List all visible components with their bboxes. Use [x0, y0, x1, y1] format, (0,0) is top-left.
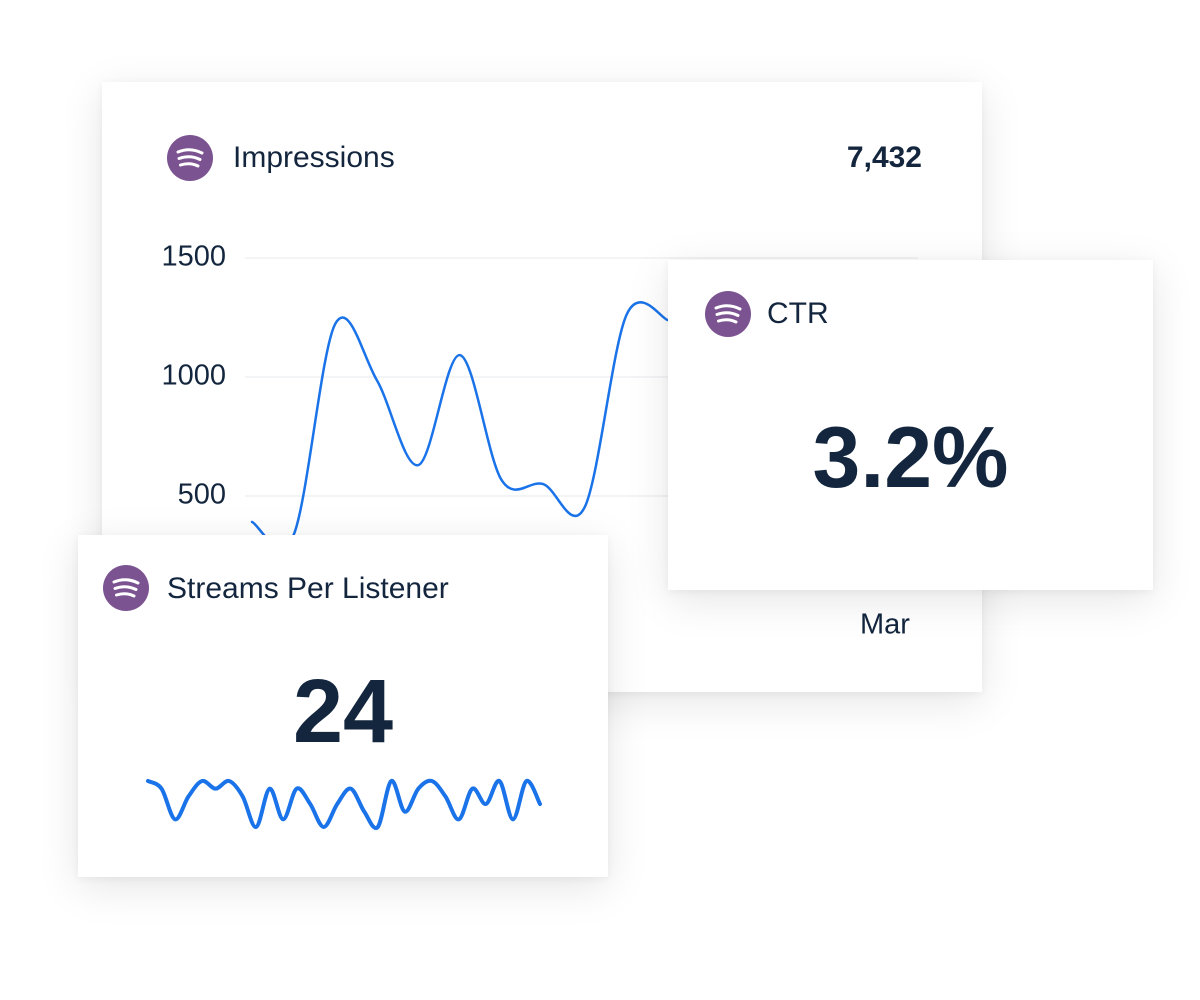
spotify-icon [705, 291, 751, 337]
data-line [146, 778, 542, 831]
data-line [250, 301, 670, 549]
card-total: 7,432 [846, 141, 922, 174]
sparkline-area [146, 778, 542, 831]
spotify-icon [167, 135, 213, 181]
x-tick-label: Mar [860, 609, 910, 641]
y-tick-label: 500 [178, 479, 226, 511]
streams-card: Streams Per Listener 24 [78, 535, 608, 877]
streams-value: 24 [292, 662, 394, 762]
ctr-value: 3.2% [812, 410, 1009, 506]
card-title: Impressions [233, 141, 395, 174]
spotify-icon [103, 565, 149, 611]
ctr-card: CTR 3.2% [668, 260, 1153, 590]
y-tick-label: 1000 [161, 360, 226, 392]
y-tick-label: 1500 [161, 241, 226, 273]
card-title: Streams Per Listener [167, 572, 449, 605]
card-title: CTR [767, 297, 829, 330]
